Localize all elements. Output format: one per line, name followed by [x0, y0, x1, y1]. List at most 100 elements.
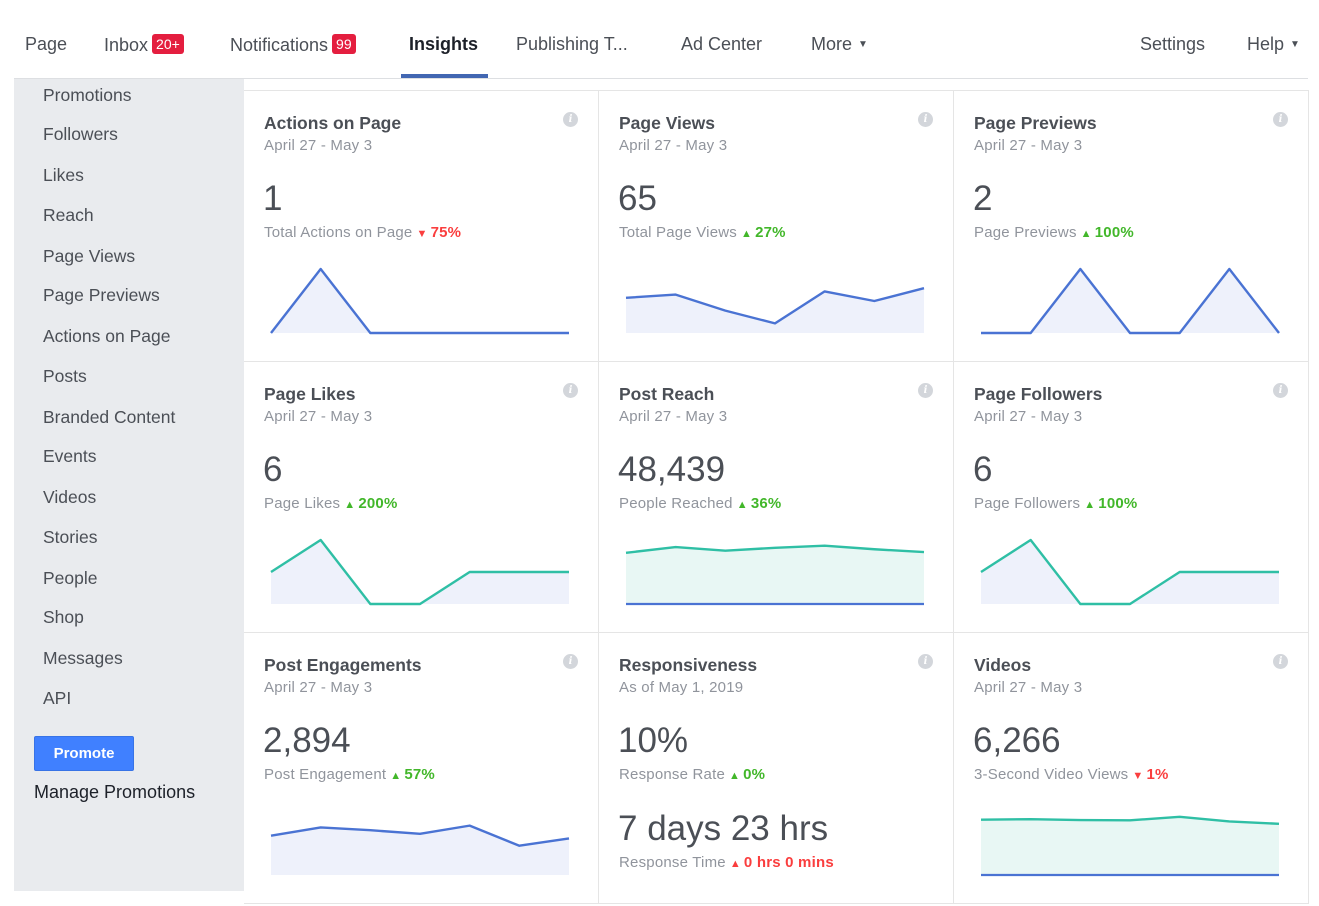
sparkline-chart [270, 538, 569, 606]
manage-promotions-link[interactable]: Manage Promotions [34, 782, 196, 802]
card-title[interactable]: Responsiveness [619, 655, 758, 675]
nav-notifications-label: Notifications [230, 35, 329, 55]
sparkline-chart [625, 544, 925, 606]
metric-card-page-previews: Page Previews April 27 - May 3 i 2 Page Prev… [954, 91, 1309, 362]
chevron-down-icon: ▼ [858, 39, 868, 50]
info-icon[interactable]: i [1273, 654, 1288, 669]
sidebar-item-likes[interactable]: Likes [43, 165, 84, 185]
change-value: 0 hrs 0 mins [743, 854, 834, 871]
change-value: 200% [358, 495, 398, 512]
card-date-range: April 27 - May 3 [974, 408, 1083, 425]
metric-value: 2 [973, 179, 993, 218]
sidebar-item-api[interactable]: API [43, 688, 72, 708]
sparkline-series [270, 824, 570, 847]
sidebar-item-actions-on-page[interactable]: Actions on Page [43, 326, 171, 346]
arrow-up-icon: ▲ [729, 770, 741, 782]
nav-more[interactable]: More ▼ [811, 34, 868, 55]
sidebar-item-page-previews[interactable]: Page Previews [43, 285, 160, 305]
metric-label: People Reached [619, 495, 733, 512]
sparkline-chart [625, 287, 925, 333]
card-date-range: April 27 - May 3 [619, 408, 728, 425]
card-title[interactable]: Page Previews [974, 113, 1097, 133]
info-icon[interactable]: i [563, 654, 578, 669]
card-date-range: April 27 - May 3 [264, 408, 373, 425]
arrow-down-icon: ▼ [416, 228, 428, 240]
sidebar-item-branded-content[interactable]: Branded Content [43, 407, 176, 427]
arrow-up-icon: ▲ [729, 858, 741, 870]
card-date-range: April 27 - May 3 [974, 137, 1083, 154]
metric-label: Page Followers [974, 495, 1081, 512]
sidebar: Promotions Followers Likes Reach Page Views P… [14, 79, 244, 891]
info-icon[interactable]: i [563, 383, 578, 398]
info-icon[interactable]: i [1273, 112, 1288, 127]
sidebar-item-events[interactable]: Events [43, 446, 97, 466]
nav-help[interactable]: Help ▼ [1247, 34, 1300, 55]
card-title[interactable]: Actions on Page [264, 113, 402, 133]
nav-settings[interactable]: Settings [1140, 34, 1206, 54]
sparkline-series [981, 267, 1280, 335]
nav-page[interactable]: Page [25, 34, 68, 54]
info-icon[interactable]: i [1273, 383, 1288, 398]
sidebar-item-posts[interactable]: Posts [43, 366, 87, 386]
metric-value: 65 [618, 179, 657, 218]
sparkline-chart [270, 267, 569, 335]
arrow-up-icon: ▲ [1080, 228, 1092, 240]
sidebar-item-stories[interactable]: Stories [43, 527, 98, 547]
metric-card-page-followers: Page Followers April 27 - May 3 i 6 Page Fol… [954, 362, 1309, 633]
sparkline-area [981, 540, 1279, 604]
nav-ad-center[interactable]: Ad Center [681, 34, 763, 54]
nav-more-label: More [811, 34, 853, 54]
sidebar-item-page-views[interactable]: Page Views [43, 246, 136, 266]
card-date-range: April 27 - May 3 [974, 679, 1083, 696]
nav-inbox[interactable]: Inbox 20+ [104, 34, 184, 56]
metric-value: 2,894 [263, 721, 351, 760]
card-title[interactable]: Post Reach [619, 384, 715, 404]
arrow-up-icon: ▲ [741, 228, 753, 240]
metric-label: Total Page Views [619, 224, 737, 241]
metric-card-page-views: Page Views April 27 - May 3 i 65 Total Page … [599, 91, 954, 362]
card-title[interactable]: Post Engagements [264, 655, 422, 675]
card-date-range: April 27 - May 3 [619, 137, 728, 154]
card-title[interactable]: Page Views [619, 113, 715, 133]
arrow-down-icon: ▼ [1132, 770, 1144, 782]
metric-label-row: Total Page Views ▲ 27% [619, 224, 786, 241]
sparkline-series [270, 267, 569, 335]
metric-card-responsiveness: Responsiveness As of May 1, 2019 i 10% Respo… [599, 633, 954, 904]
sidebar-item-people[interactable]: People [43, 568, 98, 588]
metric-label-row: Post Engagement ▲ 57% [264, 766, 435, 783]
sparkline-chart [981, 267, 1280, 335]
nav-publishing-tools[interactable]: Publishing T... [516, 34, 628, 54]
info-icon[interactable]: i [918, 112, 933, 127]
sparkline-area [271, 540, 569, 604]
nav-inbox-label: Inbox [104, 35, 149, 55]
metric-value-secondary: 7 days 23 hrs [618, 809, 829, 848]
nav-notifications[interactable]: Notifications 99 [230, 34, 356, 56]
metric-label-row: Page Followers ▲ 100% [974, 495, 1137, 512]
metric-label-row: Page Previews ▲ 100% [974, 224, 1134, 241]
arrow-up-icon: ▲ [390, 770, 402, 782]
sidebar-item-videos[interactable]: Videos [43, 487, 97, 507]
sidebar-item-reach[interactable]: Reach [43, 205, 94, 225]
change-value: 0% [743, 766, 766, 783]
top-navigation: Page Inbox 20+ Notifications 99 Insights P… [0, 0, 1319, 78]
sidebar-item-promotions[interactable]: Promotions [43, 85, 132, 105]
nav-insights[interactable]: Insights [409, 34, 479, 54]
promote-button[interactable]: Promote [34, 736, 134, 771]
info-icon[interactable]: i [918, 383, 933, 398]
change-value: 36% [750, 495, 782, 512]
sparkline-chart [980, 538, 1279, 606]
arrow-up-icon: ▲ [344, 499, 356, 511]
info-icon[interactable]: i [918, 654, 933, 669]
metric-label: Post Engagement [264, 766, 387, 783]
sidebar-item-messages[interactable]: Messages [43, 648, 123, 668]
card-title[interactable]: Page Likes [264, 384, 356, 404]
metric-label: 3-Second Video Views [974, 766, 1129, 783]
info-icon[interactable]: i [563, 112, 578, 127]
metric-card-post-engagements: Post Engagements April 27 - May 3 i 2,894 Po… [244, 633, 599, 904]
sidebar-item-shop[interactable]: Shop [43, 607, 84, 627]
sidebar-item-followers[interactable]: Followers [43, 124, 118, 144]
nav-help-label: Help [1247, 34, 1285, 54]
card-title[interactable]: Page Followers [974, 384, 1103, 404]
sparkline-area [626, 288, 924, 333]
card-title[interactable]: Videos [974, 655, 1032, 675]
